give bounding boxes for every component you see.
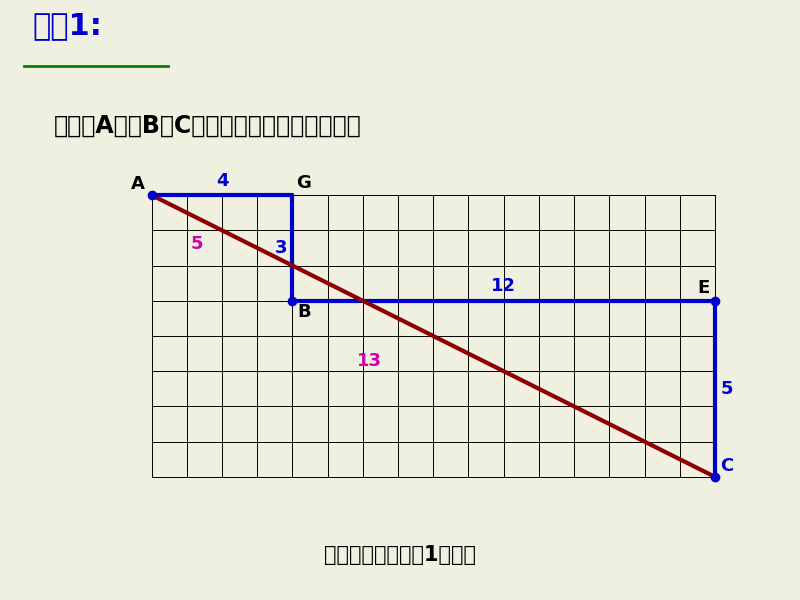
Text: 3: 3 [274, 239, 287, 257]
Text: E: E [698, 279, 710, 297]
Text: 13: 13 [358, 352, 382, 370]
Text: 蚂蚁从A点经B到C点的最少要爬了多少厘米？: 蚂蚁从A点经B到C点的最少要爬了多少厘米？ [54, 114, 362, 138]
Text: 练习1:: 练习1: [32, 11, 102, 40]
Text: B: B [298, 302, 311, 320]
Text: （小方格的边长为1厘米）: （小方格的边长为1厘米） [324, 545, 476, 565]
Point [709, 472, 722, 482]
Text: A: A [130, 175, 145, 193]
Point [709, 296, 722, 305]
Text: 5: 5 [191, 235, 203, 253]
Text: 4: 4 [216, 172, 228, 190]
Text: 12: 12 [491, 277, 516, 295]
Point [145, 190, 158, 200]
Point [286, 296, 299, 305]
Text: C: C [720, 457, 734, 475]
Text: G: G [296, 173, 311, 191]
Text: 5: 5 [720, 380, 733, 398]
